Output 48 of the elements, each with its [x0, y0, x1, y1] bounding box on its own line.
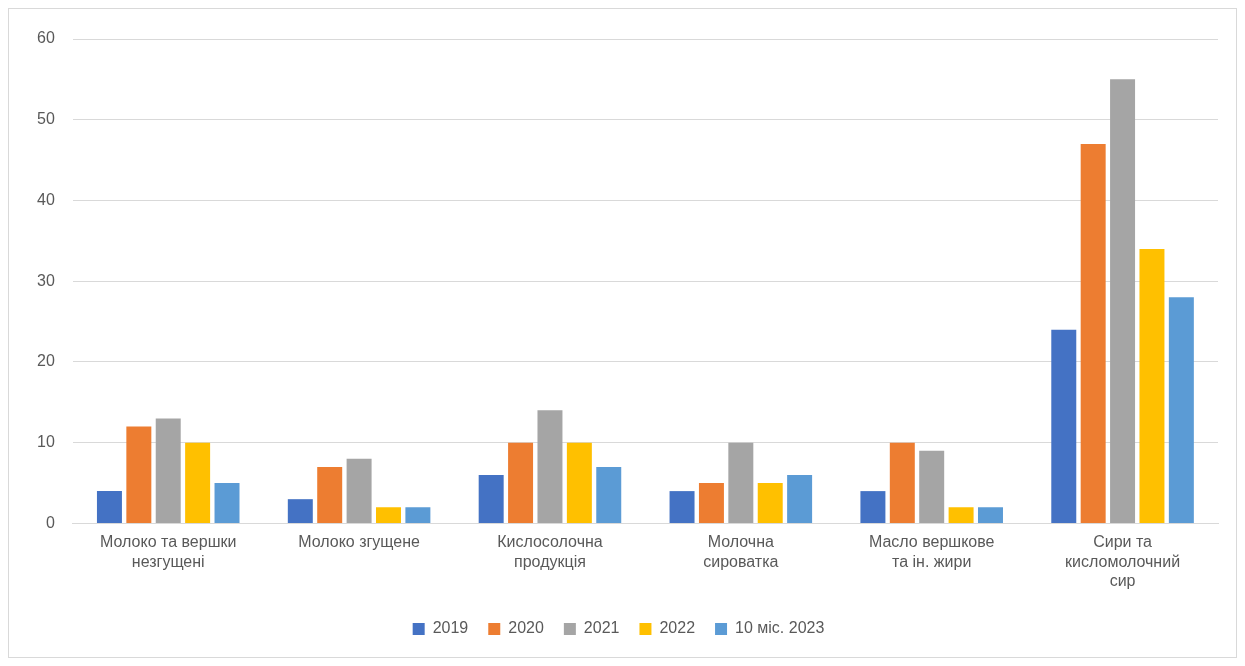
x-tick-label: Молочна сироватка [703, 533, 779, 570]
bar [346, 458, 372, 523]
bar [566, 442, 592, 523]
legend-label: 2020 [508, 619, 544, 637]
bar [317, 466, 343, 523]
bar [977, 507, 1003, 523]
bar [537, 410, 563, 523]
legend-label: 2022 [659, 619, 696, 637]
bar [728, 442, 754, 523]
bar [1080, 143, 1106, 523]
y-tick-label: 10 [37, 433, 55, 451]
bar [698, 483, 724, 523]
bar [376, 507, 401, 523]
bar [405, 507, 431, 523]
x-tick-label: Сири та кисломолочний сир [1065, 533, 1181, 589]
bar [1051, 329, 1077, 523]
bar [96, 491, 122, 523]
bar [1110, 79, 1136, 523]
bar [757, 483, 783, 523]
bar [787, 474, 813, 523]
bar [1168, 297, 1194, 523]
y-tick-label: 50 [37, 110, 55, 128]
bar [596, 466, 622, 523]
x-tick-label: Масло вершкове та ін. жири [868, 533, 995, 570]
bar [669, 491, 695, 523]
y-tick-label: 60 [37, 29, 55, 47]
legend-label: 2019 [432, 619, 469, 637]
bar [1139, 248, 1165, 523]
y-tick-label: 30 [37, 271, 55, 289]
legend-label: 2021 [583, 619, 620, 637]
bar [155, 418, 181, 523]
x-tick-label: Молоко згущене [298, 533, 421, 551]
bar [860, 491, 886, 523]
legend-label: 10 міс. 2023 [735, 619, 825, 637]
bar [919, 450, 945, 523]
bar [889, 442, 915, 523]
x-tick-label: Молоко та вершки незгущені [100, 533, 237, 570]
y-tick-label: 20 [37, 352, 55, 370]
bar [948, 507, 974, 523]
x-tick-label: Кислосолочна продукція [497, 533, 603, 570]
bar [508, 442, 534, 523]
bar [287, 499, 313, 523]
y-tick-label: 40 [37, 190, 55, 208]
y-tick-label: 0 [45, 513, 55, 531]
bar [185, 442, 211, 523]
bar [126, 426, 152, 523]
bar [214, 483, 240, 523]
bar [478, 474, 504, 523]
